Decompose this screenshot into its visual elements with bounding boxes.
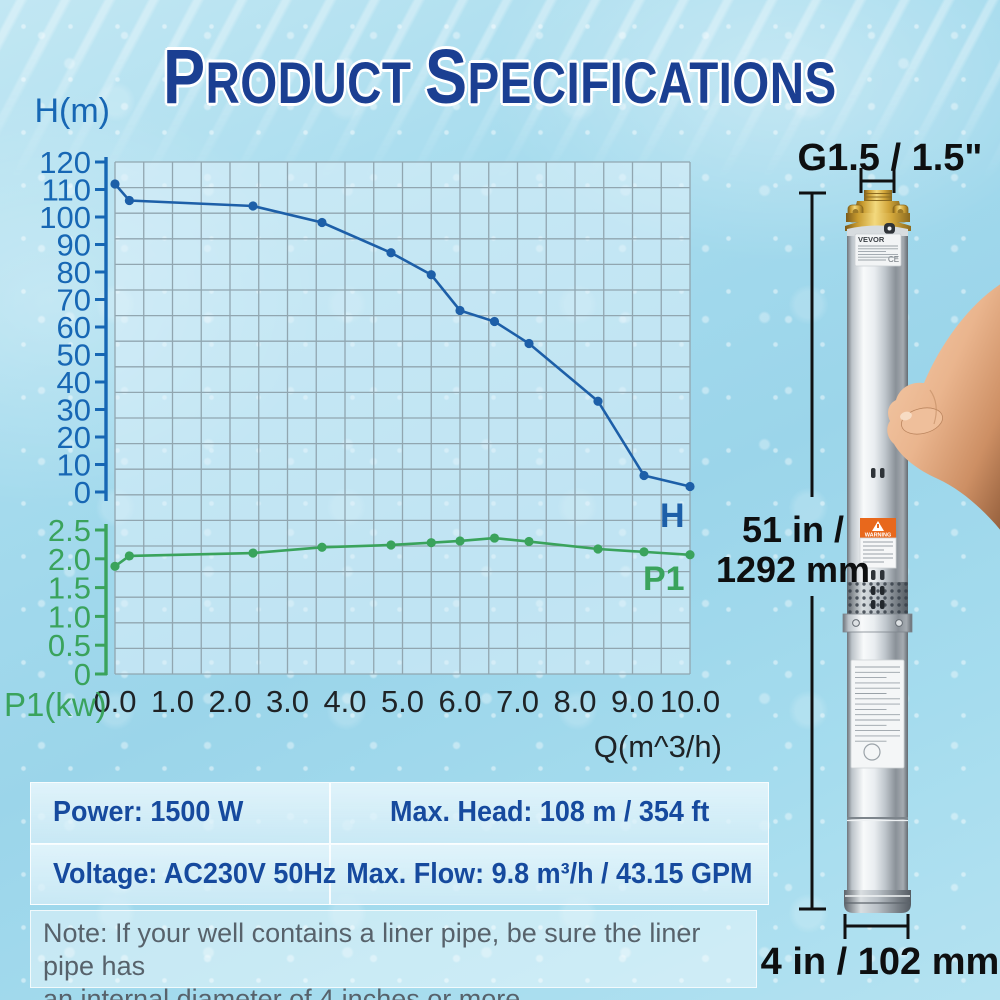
spec-table: Power: 1500 W Max. Head: 108 m / 354 ft … xyxy=(30,782,769,905)
svg-text:1.0: 1.0 xyxy=(48,599,91,634)
svg-text:3.0: 3.0 xyxy=(266,684,309,719)
svg-text:110: 110 xyxy=(42,173,91,208)
svg-text:100: 100 xyxy=(39,200,91,235)
pump-body xyxy=(842,190,913,913)
svg-text:5.0: 5.0 xyxy=(381,684,424,719)
svg-text:9.0: 9.0 xyxy=(611,684,654,719)
outlet-dimension-label: G1.5 / 1.5" xyxy=(797,137,983,179)
spec-max-head-text: Max. Head: 108 m / 354 ft xyxy=(389,796,710,829)
spec-voltage-text: Voltage: AC230V 50Hz xyxy=(53,857,337,890)
svg-text:20: 20 xyxy=(57,420,91,455)
svg-text:60: 60 xyxy=(57,310,91,345)
p1-axis-label: P1(kw) xyxy=(4,686,107,723)
q-axis-label: Q(m^3/h) xyxy=(593,729,722,764)
svg-text:0.5: 0.5 xyxy=(48,628,91,663)
note-panel: Note: If your well contains a liner pipe… xyxy=(30,910,757,1000)
hex-nut xyxy=(854,201,902,213)
svg-text:30: 30 xyxy=(57,393,91,428)
p1-series-label: P1 xyxy=(643,560,685,598)
motor-label xyxy=(850,659,905,769)
cable-clips xyxy=(871,468,885,580)
flange-joint xyxy=(842,613,913,633)
svg-text:2.0: 2.0 xyxy=(208,684,251,719)
h-series-label: H xyxy=(660,497,685,535)
svg-text:7.0: 7.0 xyxy=(496,684,539,719)
width-dimension-label: 4 in / 102 mm xyxy=(760,941,1000,983)
svg-text:1.5: 1.5 xyxy=(48,571,91,606)
h-axis-label: H(m) xyxy=(34,92,110,130)
svg-text:80: 80 xyxy=(57,255,91,290)
svg-text:40: 40 xyxy=(57,365,91,400)
dimension-lines xyxy=(799,168,910,939)
height-dimension-line2: 1292 mm xyxy=(715,549,871,590)
spec-max-flow: Max. Flow: 9.8 m³/h / 43.15 GPM xyxy=(330,843,769,905)
page-title: PRODUCT SPECIFICATIONS xyxy=(163,34,837,120)
spec-max-head: Max. Head: 108 m / 354 ft xyxy=(330,782,769,844)
svg-text:0.0: 0.0 xyxy=(93,684,136,719)
svg-text:4.0: 4.0 xyxy=(323,684,366,719)
svg-text:10.0: 10.0 xyxy=(660,684,720,719)
svg-text:90: 90 xyxy=(57,228,91,263)
svg-text:2.0: 2.0 xyxy=(48,542,91,577)
warning-label-body xyxy=(859,537,897,569)
svg-text:120: 120 xyxy=(39,145,91,180)
svg-text:1.0: 1.0 xyxy=(151,684,194,719)
svg-text:2.5: 2.5 xyxy=(48,513,91,548)
height-dimension-line1: 51 in / xyxy=(741,509,845,550)
svg-text:50: 50 xyxy=(57,338,91,373)
svg-text:0: 0 xyxy=(74,475,91,510)
spec-voltage: Voltage: AC230V 50Hz xyxy=(30,843,336,905)
thumbnail xyxy=(900,411,912,421)
note-line1: Note: If your well contains a liner pipe… xyxy=(43,918,701,981)
svg-text:6.0: 6.0 xyxy=(438,684,481,719)
spec-power-text: Power: 1500 W xyxy=(53,796,244,829)
water-streaks-decoration xyxy=(0,0,1000,190)
hand-holding-pump xyxy=(887,284,1000,530)
spec-max-flow-text: Max. Flow: 9.8 m³/h / 43.15 GPM xyxy=(346,857,753,890)
svg-text:CE: CE xyxy=(888,255,899,264)
svg-text:VEVOR: VEVOR xyxy=(858,235,885,244)
height-dimension-label: 51 in / 1292 mm xyxy=(698,510,888,590)
svg-text:0: 0 xyxy=(74,657,91,692)
svg-text:70: 70 xyxy=(57,283,91,318)
note-line2: an internal diameter of 4 inches or more… xyxy=(43,984,528,1000)
svg-text:WARNING: WARNING xyxy=(865,533,892,539)
bottom-cap xyxy=(844,890,911,913)
spec-power: Power: 1500 W xyxy=(30,782,330,844)
svg-text:8.0: 8.0 xyxy=(553,684,596,719)
nameplate-label xyxy=(854,233,902,267)
svg-text:10: 10 xyxy=(57,448,91,483)
